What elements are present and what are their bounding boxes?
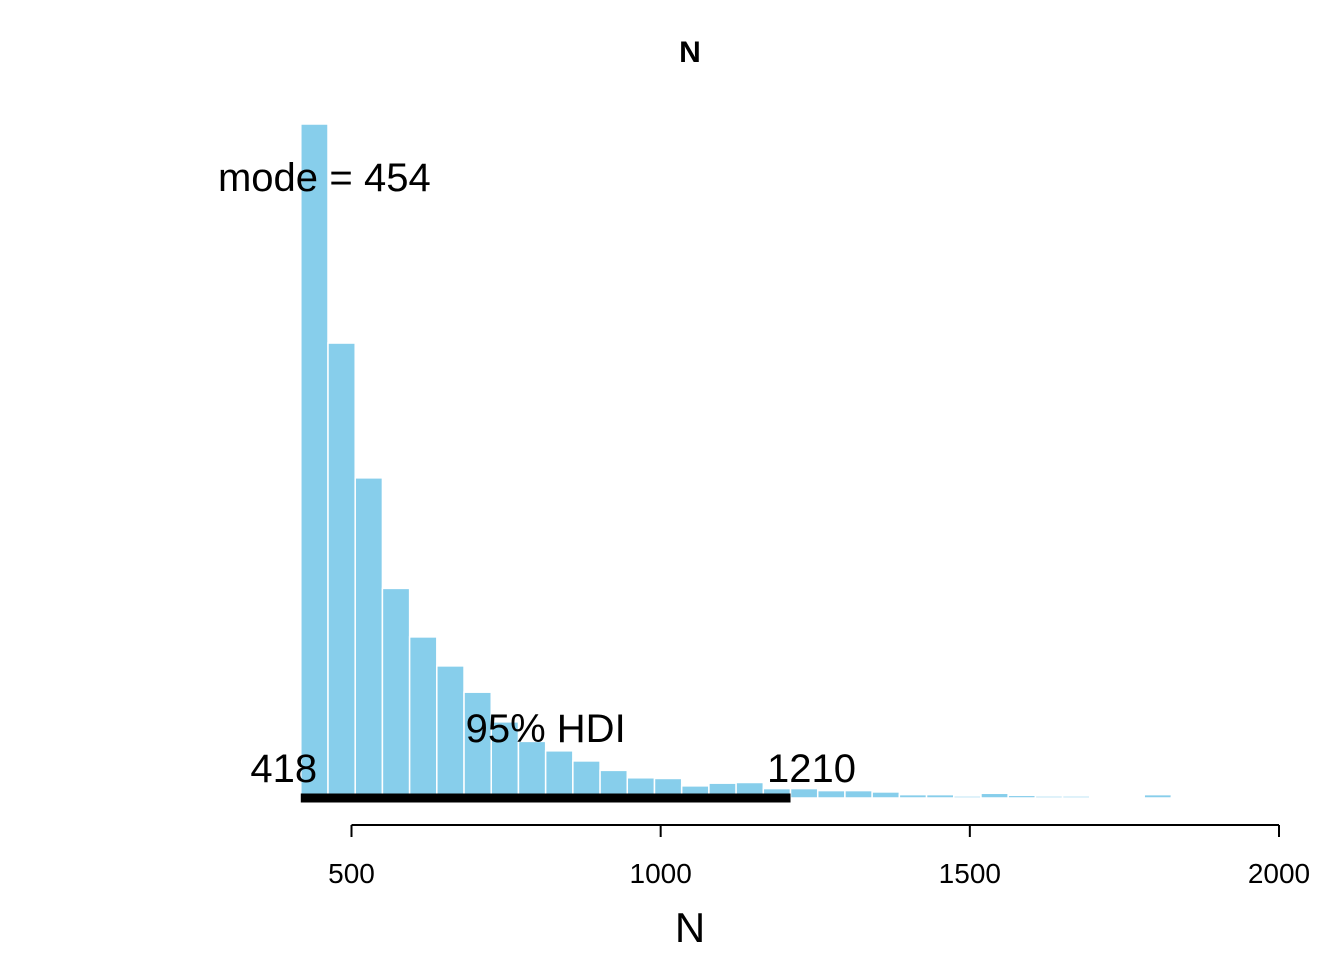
histogram-bar <box>436 665 465 799</box>
histogram-bar <box>381 587 411 799</box>
histogram-bar <box>953 795 982 799</box>
x-tick-label: 2000 <box>1248 858 1310 889</box>
mode-label: mode <box>218 156 318 200</box>
x-tick-label: 1500 <box>939 858 1001 889</box>
x-tick-label: 500 <box>328 858 375 889</box>
histogram-bar <box>572 760 601 799</box>
histogram-bar <box>1089 795 1118 799</box>
histogram-bar <box>898 793 928 799</box>
histogram-bar <box>300 123 329 799</box>
histogram-bar <box>1252 796 1281 799</box>
hdi-low-label: 418 <box>250 747 317 791</box>
histogram-bar <box>1007 794 1037 799</box>
bars-group <box>300 123 1281 799</box>
mode-value: 454 <box>364 156 431 200</box>
histogram-bar <box>925 793 955 799</box>
histogram-bar <box>544 750 574 799</box>
histogram-bar <box>1143 793 1173 799</box>
mode-annotation: mode = 454 <box>218 156 431 200</box>
histogram-bar <box>354 477 384 799</box>
chart-title: N <box>679 36 701 69</box>
histogram-bar <box>408 636 438 799</box>
x-axis-title: N <box>675 904 705 951</box>
histogram-bar <box>1034 795 1064 799</box>
histogram-bar <box>1061 795 1091 799</box>
hdi-label: 95% HDI <box>466 707 626 751</box>
histogram-bar <box>980 792 1009 799</box>
hdi-high-label: 1210 <box>767 747 856 791</box>
histogram-bar <box>463 691 492 799</box>
mode-equals-sign: = <box>329 156 352 200</box>
x-axis: 500 1000 1500 2000 <box>328 824 1310 889</box>
histogram-bar <box>327 342 356 799</box>
histogram-bar <box>816 789 846 799</box>
histogram-bar <box>1170 796 1200 799</box>
histogram-bar <box>1116 796 1145 799</box>
histogram-bar <box>844 789 873 799</box>
histogram-bar <box>1225 796 1254 799</box>
x-tick-label: 1000 <box>630 858 692 889</box>
histogram-bar <box>871 791 901 799</box>
histogram-bar <box>1197 796 1227 799</box>
